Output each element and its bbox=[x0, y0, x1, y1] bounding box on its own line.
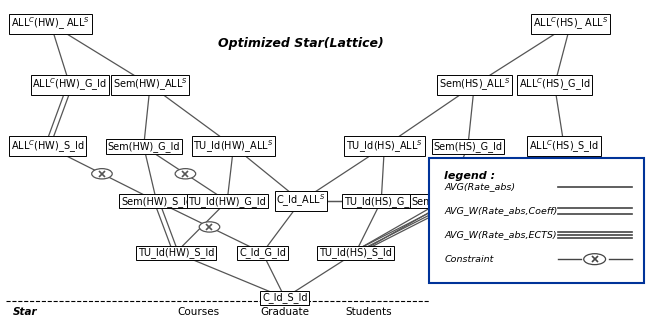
Text: Courses: Courses bbox=[177, 306, 219, 317]
Text: TU_Id(HW)_S_Id: TU_Id(HW)_S_Id bbox=[138, 247, 214, 258]
Text: Star: Star bbox=[12, 306, 37, 317]
Text: C_Id_ALL$^S$: C_Id_ALL$^S$ bbox=[276, 193, 326, 210]
Text: ALL$^C$(HW)_ ALL$^S$: ALL$^C$(HW)_ ALL$^S$ bbox=[11, 16, 90, 32]
Text: Sem(HW)_S_Id: Sem(HW)_S_Id bbox=[121, 196, 192, 207]
Text: C_Id_S_Id: C_Id_S_Id bbox=[262, 292, 308, 303]
FancyBboxPatch shape bbox=[430, 158, 644, 283]
Text: ALL$^C$(HS)_S_Id: ALL$^C$(HS)_S_Id bbox=[529, 138, 599, 155]
Text: Graduate: Graduate bbox=[260, 306, 310, 317]
Text: Optimized Star(Lattice): Optimized Star(Lattice) bbox=[218, 37, 384, 50]
Text: Students: Students bbox=[345, 306, 392, 317]
Text: ALL$^C$(HW)_S_Id: ALL$^C$(HW)_S_Id bbox=[10, 138, 84, 155]
Text: Sem(HS)_ALL$^S$: Sem(HS)_ALL$^S$ bbox=[439, 77, 510, 94]
Text: TU_Id(HS)_G_Id: TU_Id(HS)_G_Id bbox=[344, 196, 419, 207]
Circle shape bbox=[175, 169, 196, 179]
Text: Sem(HS)_G_Id: Sem(HS)_G_Id bbox=[434, 141, 502, 152]
Text: Constraint: Constraint bbox=[444, 255, 493, 264]
Text: TU_Id(HW)_ALL$^S$: TU_Id(HW)_ALL$^S$ bbox=[193, 138, 274, 155]
Circle shape bbox=[92, 169, 112, 179]
Text: AVG_W(Rate_abs,ECTS): AVG_W(Rate_abs,ECTS) bbox=[444, 230, 557, 240]
Text: Sem(HW)_G_Id: Sem(HW)_G_Id bbox=[108, 141, 180, 152]
Text: legend :: legend : bbox=[444, 171, 495, 181]
Text: ALL$^C$(HS)_G_Id: ALL$^C$(HS)_G_Id bbox=[519, 77, 590, 94]
Text: ALL$^C$(HW)_G_Id: ALL$^C$(HW)_G_Id bbox=[32, 77, 107, 94]
Text: Sem(HW)_ALL$^S$: Sem(HW)_ALL$^S$ bbox=[113, 77, 188, 94]
Text: ALL$^C$(HS)_ ALL$^S$: ALL$^C$(HS)_ ALL$^S$ bbox=[533, 16, 608, 32]
Text: AVG(Rate_abs): AVG(Rate_abs) bbox=[444, 182, 515, 191]
Text: C_Id_G_Id: C_Id_G_Id bbox=[239, 247, 286, 258]
Text: AVG_W(Rate_abs,Coeff): AVG_W(Rate_abs,Coeff) bbox=[444, 206, 557, 215]
Circle shape bbox=[583, 254, 606, 265]
Text: TU_Id(HS)_ALL$^S$: TU_Id(HS)_ALL$^S$ bbox=[346, 138, 422, 155]
Text: TU_Id(HW)_G_Id: TU_Id(HW)_G_Id bbox=[188, 196, 266, 207]
Text: And: And bbox=[275, 295, 295, 305]
Circle shape bbox=[199, 222, 220, 232]
Text: TU_Id(HS)_S_Id: TU_Id(HS)_S_Id bbox=[319, 247, 392, 258]
Text: Sem(HS)_S_Id: Sem(HS)_S_Id bbox=[411, 196, 479, 207]
